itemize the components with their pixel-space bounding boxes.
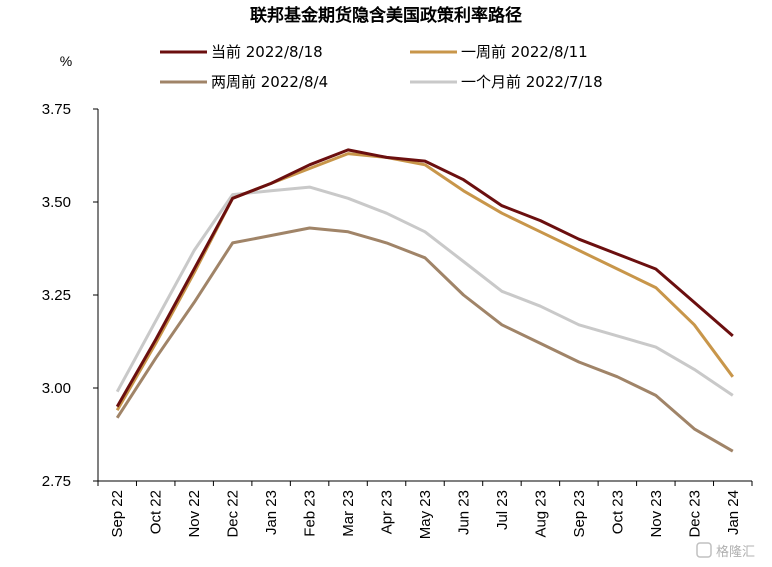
series-line-1 — [115, 152, 735, 412]
y-axis: 3.75 3.50 3.25 3.00 2.75 — [42, 101, 99, 490]
watermark-text: 格隆汇 — [716, 544, 755, 560]
x-axis: Sep 22 Oct 22 Nov 22 Dec 22 Jan 23 Feb 23 Mar … — [97, 480, 753, 539]
y-tick-label: 2.75 — [42, 473, 71, 490]
x-tick-label: Apr 23 — [379, 490, 396, 534]
x-tick-label: Jul 23 — [494, 490, 511, 530]
x-tick-label: Feb 23 — [302, 490, 319, 537]
x-tick-label: May 23 — [417, 490, 434, 539]
y-tick-label: 3.00 — [42, 380, 71, 397]
x-tick-label: Dec 22 — [225, 490, 242, 538]
x-tick-label: Mar 23 — [340, 490, 357, 537]
x-tick-label: Sep 22 — [109, 490, 126, 538]
y-tick-label: 3.25 — [42, 287, 71, 304]
series-layer — [115, 148, 735, 453]
series-line-3 — [115, 185, 734, 397]
x-tick-label: Sep 23 — [571, 490, 588, 538]
x-tick-label: Oct 23 — [609, 490, 626, 534]
x-tick-label: Dec 23 — [686, 490, 703, 538]
x-tick-label: Nov 22 — [186, 490, 203, 538]
series-line-2 — [115, 226, 734, 453]
y-axis-unit: % — [60, 53, 72, 69]
y-tick-label: 3.50 — [42, 194, 71, 211]
x-tick-label: Jun 23 — [455, 490, 472, 535]
x-tick-label: Nov 23 — [648, 490, 665, 538]
watermark: 格隆汇 — [696, 542, 755, 560]
series-line-0 — [115, 148, 734, 408]
legend-label: 两周前 2022/8/4 — [211, 73, 328, 91]
x-tick-label: Jan 24 — [725, 490, 742, 535]
legend-label: 一个月前 2022/7/18 — [461, 73, 603, 91]
x-tick-label: Aug 23 — [532, 490, 549, 538]
x-tick-label: Jan 23 — [263, 490, 280, 535]
legend: 当前 2022/8/18 一周前 2022/8/11 两周前 2022/8/4 一个月… — [160, 43, 603, 91]
y-tick-label: 3.75 — [42, 101, 71, 118]
x-tick-label: Oct 22 — [148, 490, 165, 534]
legend-label: 当前 2022/8/18 — [211, 43, 323, 61]
chart-title: 联邦基金期货隐含美国政策利率路径 — [250, 5, 522, 26]
watermark-logo-icon — [696, 542, 712, 558]
legend-label: 一周前 2022/8/11 — [461, 43, 588, 61]
